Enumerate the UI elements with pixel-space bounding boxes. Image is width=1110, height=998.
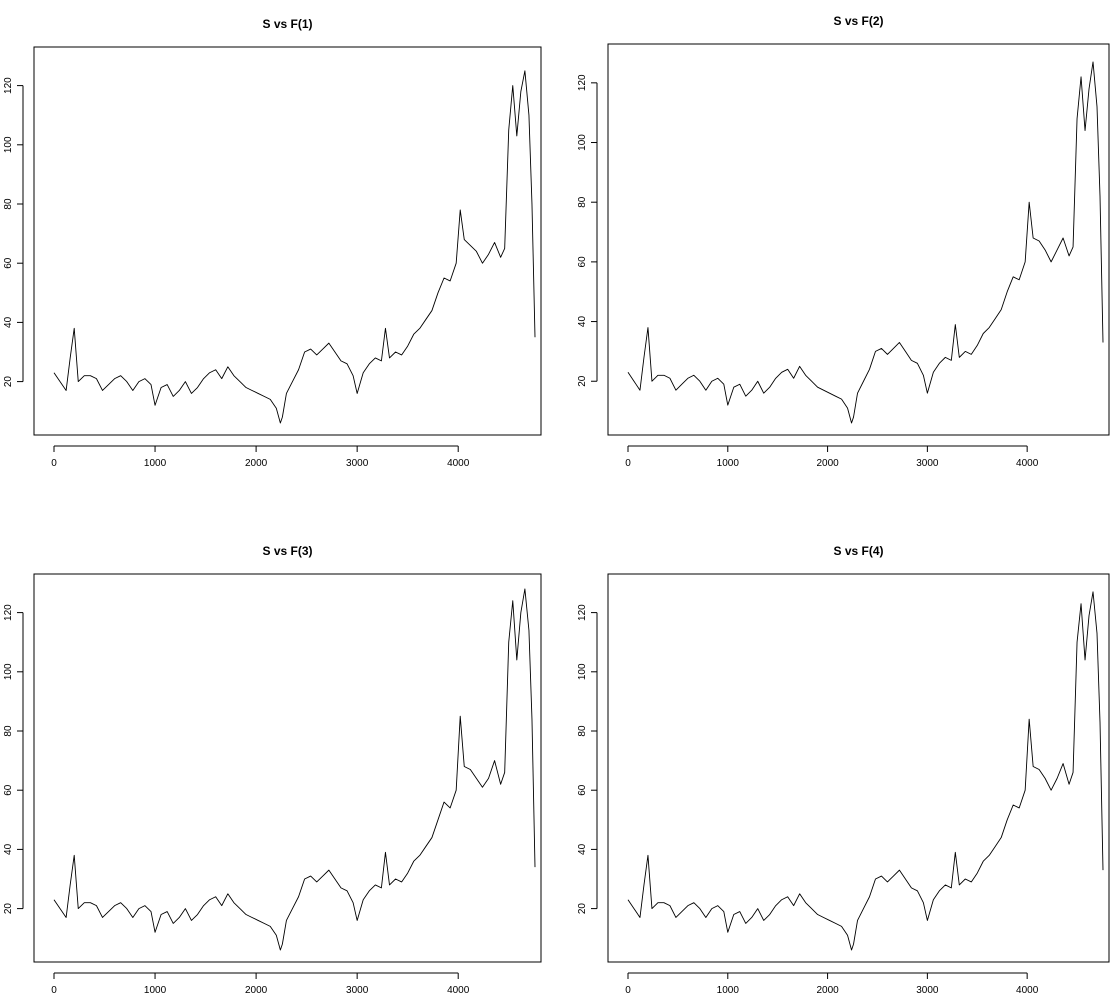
y-tick-label: 20 [577, 375, 588, 387]
x-tick-label: 1000 [144, 458, 167, 469]
x-tick-label: 4000 [1016, 458, 1039, 469]
chart-panel-2: S vs F(2) 0 1000 2000 3000 4000 20 40 60 80 100 120 [577, 14, 1110, 469]
y-tick-label: 80 [3, 198, 14, 210]
x-tick-label: 1000 [717, 985, 740, 996]
x-tick-label: 1000 [144, 985, 167, 996]
x-tick-label: 0 [625, 458, 631, 469]
y-tick-label: 80 [3, 725, 14, 737]
x-tick-label: 0 [625, 985, 631, 996]
x-tick-label: 3000 [916, 458, 939, 469]
x-tick-label: 4000 [447, 985, 470, 996]
series-line [627, 591, 1104, 951]
x-tick-label: 3000 [346, 458, 369, 469]
y-tick-label: 100 [577, 134, 588, 151]
y-tick-label: 60 [3, 257, 14, 269]
y-tick-label: 100 [3, 136, 14, 153]
series-line [53, 588, 536, 951]
y-tick-label: 120 [3, 77, 14, 94]
y-tick-label: 40 [3, 843, 14, 855]
y-tick-label: 120 [3, 604, 14, 621]
x-tick-label: 3000 [916, 985, 939, 996]
x-tick-label: 4000 [1016, 985, 1039, 996]
chart-panel-1: S vs F(1) 0 1000 2000 3000 4000 20 40 60 80 100 120 [3, 17, 542, 469]
plot-frame [607, 43, 1110, 436]
plot-frame [33, 573, 542, 963]
y-tick-label: 120 [577, 74, 588, 91]
y-tick-label: 40 [577, 316, 588, 328]
chart-title: S vs F(2) [833, 14, 883, 28]
y-tick-label: 20 [577, 903, 588, 915]
y-tick-label: 60 [577, 256, 588, 268]
series-line [53, 70, 536, 424]
x-tick-label: 2000 [245, 985, 268, 996]
plot-frame [607, 573, 1110, 963]
y-tick-label: 60 [577, 784, 588, 796]
chart-title: S vs F(1) [262, 17, 312, 31]
y-tick-label: 60 [3, 784, 14, 796]
y-tick-label: 120 [577, 604, 588, 621]
x-tick-label: 0 [51, 985, 57, 996]
y-tick-label: 100 [3, 663, 14, 680]
x-tick-label: 2000 [816, 458, 839, 469]
y-tick-label: 40 [577, 843, 588, 855]
x-tick-label: 1000 [717, 458, 740, 469]
series-line [627, 61, 1104, 424]
y-tick-label: 40 [3, 316, 14, 328]
chart-panel-4: S vs F(4) 0 1000 2000 3000 4000 20 40 60 80 100 120 [577, 544, 1110, 996]
x-tick-label: 3000 [346, 985, 369, 996]
y-tick-label: 100 [577, 663, 588, 680]
y-tick-label: 80 [577, 196, 588, 208]
y-tick-label: 80 [577, 725, 588, 737]
x-tick-label: 2000 [816, 985, 839, 996]
chart-title: S vs F(3) [262, 544, 312, 558]
x-tick-label: 4000 [447, 458, 470, 469]
chart-panel-3: S vs F(3) 0 1000 2000 3000 4000 20 40 60 80 100 120 [3, 544, 542, 996]
plot-frame [33, 46, 542, 436]
y-tick-label: 20 [3, 903, 14, 915]
x-tick-label: 2000 [245, 458, 268, 469]
y-tick-label: 20 [3, 376, 14, 388]
x-tick-label: 0 [51, 458, 57, 469]
chart-title: S vs F(4) [833, 544, 883, 558]
